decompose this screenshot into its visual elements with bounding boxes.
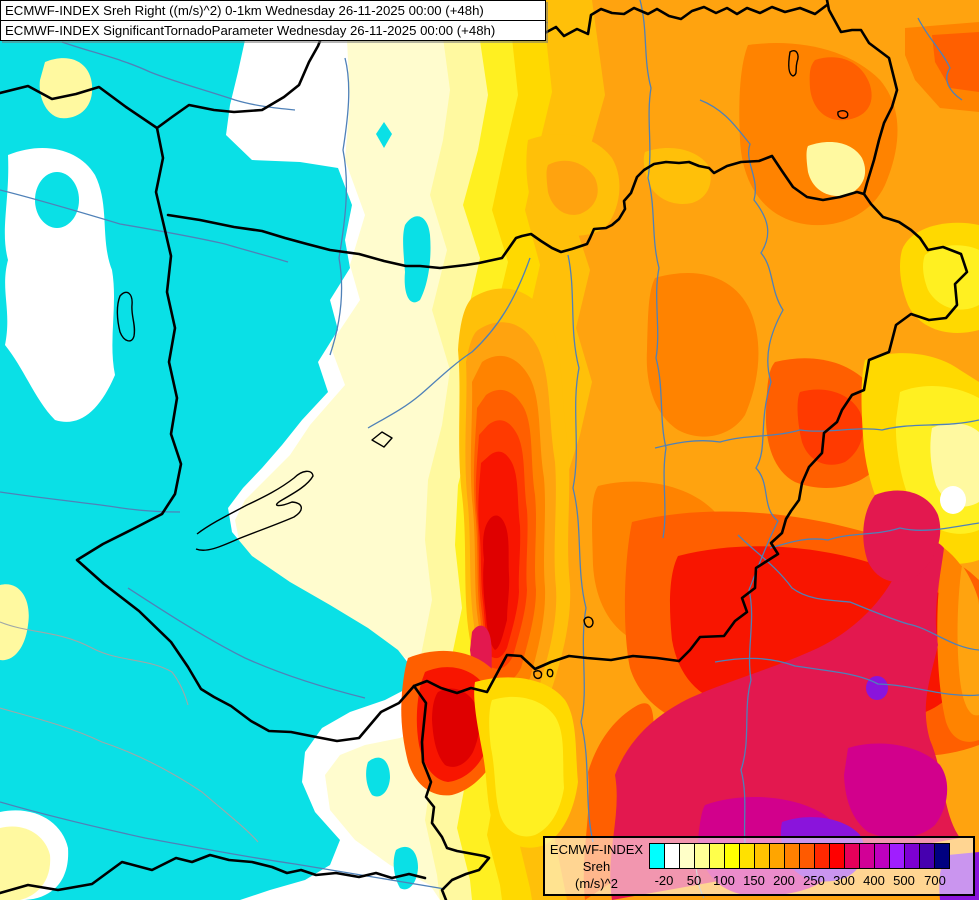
river — [329, 57, 350, 356]
country-border — [541, 3, 829, 38]
legend-label-block: ECMWF-INDEX Sreh (m/s)^2 — [545, 838, 648, 894]
contour-region-cyan-inlet — [35, 172, 79, 228]
legend-color-swatch — [784, 843, 800, 869]
legend-tick-label: 100 — [713, 873, 735, 888]
river-sava — [0, 801, 446, 890]
legend-color-swatch — [694, 843, 710, 869]
contour-region-streak-deepred — [483, 515, 510, 650]
legend-variable: Sreh — [582, 859, 611, 874]
river — [0, 491, 181, 513]
contour-region-paleyellow-ne-pocket — [806, 142, 866, 197]
contour-region-orange-eaststrip — [957, 565, 979, 716]
gray-stream — [0, 621, 189, 706]
legend-tick-label: 500 — [893, 873, 915, 888]
lake-velence-outline — [371, 431, 393, 448]
river — [0, 189, 289, 263]
country-border — [0, 0, 335, 130]
legend-tick-label: 300 — [833, 873, 855, 888]
country-border — [825, 0, 899, 196]
legend-color-swatch — [739, 843, 755, 869]
legend-color-swatch — [859, 843, 875, 869]
contour-region-yellow-eastedge-n — [923, 245, 979, 310]
country-border — [75, 126, 416, 743]
legend-tick-label: 400 — [863, 873, 885, 888]
country-border — [412, 684, 491, 900]
legend-tick-label: 50 — [686, 873, 702, 888]
legend-color-swatch — [829, 843, 845, 869]
contour-region-paleyellow-midleft — [0, 584, 29, 661]
legend-tick-label: -20 — [654, 873, 674, 888]
legend-title: ECMWF-INDEX — [549, 842, 644, 857]
legend-panel: ECMWF-INDEX Sreh (m/s)^2 -20 50 100 150 200 2… — [543, 836, 975, 896]
lake-outline — [837, 110, 849, 119]
legend-ticks: -20 50 100 150 200 250 300 400 500 700 — [545, 871, 973, 891]
river-tisza — [699, 99, 784, 861]
legend-color-swatch — [904, 843, 920, 869]
contour-region-crimson-island — [863, 490, 941, 582]
contour-region-cyan-diamond — [376, 122, 392, 148]
legend-color-swatch — [664, 843, 680, 869]
contour-region-cyan-pocket1 — [366, 757, 390, 797]
lake-outline — [546, 668, 554, 678]
legend-color-swatch — [889, 843, 905, 869]
country-border — [0, 853, 427, 895]
legend-tick-label: 700 — [924, 873, 946, 888]
legend-color-swatch — [679, 843, 695, 869]
legend-color-swatch — [754, 843, 770, 869]
river — [367, 257, 531, 429]
legend-color-swatch — [844, 843, 860, 869]
legend-tick-label: 250 — [803, 873, 825, 888]
river — [654, 419, 979, 449]
legend-color-swatch — [709, 843, 725, 869]
country-border — [677, 192, 969, 663]
contour-region-paleyellow-topleft — [39, 58, 93, 119]
river — [769, 522, 979, 549]
contour-region-darkorange-mid1 — [646, 273, 759, 437]
gray-stream — [0, 707, 259, 843]
map-title-line2: ECMWF-INDEX SignificantTornadoParameter … — [0, 20, 546, 41]
contour-region-cyan-tongue — [403, 216, 431, 303]
river-drava — [127, 587, 366, 699]
river — [61, 41, 296, 111]
contour-region-white-eastedge-spot — [940, 486, 966, 514]
lake-neusiedl-outline — [116, 291, 136, 342]
contour-region-magenta1 — [844, 743, 948, 839]
legend-color-swatch — [874, 843, 890, 869]
contour-region-orange-pocket-core — [546, 160, 598, 215]
contour-region-white-topleft — [4, 147, 115, 422]
legend-color-swatch — [724, 843, 740, 869]
contour-region-paleyellow-eastedge — [930, 423, 979, 507]
legend-color-swatch — [934, 843, 950, 869]
legend-color-swatch — [649, 843, 665, 869]
river — [639, 0, 667, 539]
contour-region-yellow-bottompocket — [489, 696, 564, 837]
contour-region-paleyellow-bottomleft — [0, 826, 51, 900]
river — [737, 534, 979, 651]
contour-region-cyan-pocket2 — [393, 846, 418, 890]
lake-outline — [788, 50, 799, 77]
legend-color-swatch — [769, 843, 785, 869]
river — [917, 17, 963, 101]
river-danube — [567, 254, 594, 843]
map-title-line1: ECMWF-INDEX Sreh Right ((m/s)^2) 0-1km W… — [0, 0, 546, 21]
river — [714, 657, 979, 697]
lake-balaton-outline — [195, 470, 314, 551]
map-title-box: ECMWF-INDEX Sreh Right ((m/s)^2) 0-1km W… — [0, 0, 546, 41]
contour-region-south-deepred — [432, 688, 480, 767]
country-border — [166, 154, 866, 270]
legend-tick-label: 150 — [743, 873, 765, 888]
lake-outline — [533, 670, 543, 680]
legend-colorbar — [649, 843, 950, 869]
contour-region-orangered-topcorner — [932, 32, 979, 92]
legend-tick-label: 200 — [773, 873, 795, 888]
lake-outline — [583, 616, 594, 628]
country-border — [412, 653, 681, 695]
legend-units: (m/s)^2 — [575, 876, 618, 891]
contour-region-orangered-ne-core — [809, 57, 872, 121]
legend-color-swatch — [814, 843, 830, 869]
legend-color-swatch — [799, 843, 815, 869]
contour-region-purple-dot — [866, 676, 888, 700]
legend-color-swatch — [919, 843, 935, 869]
